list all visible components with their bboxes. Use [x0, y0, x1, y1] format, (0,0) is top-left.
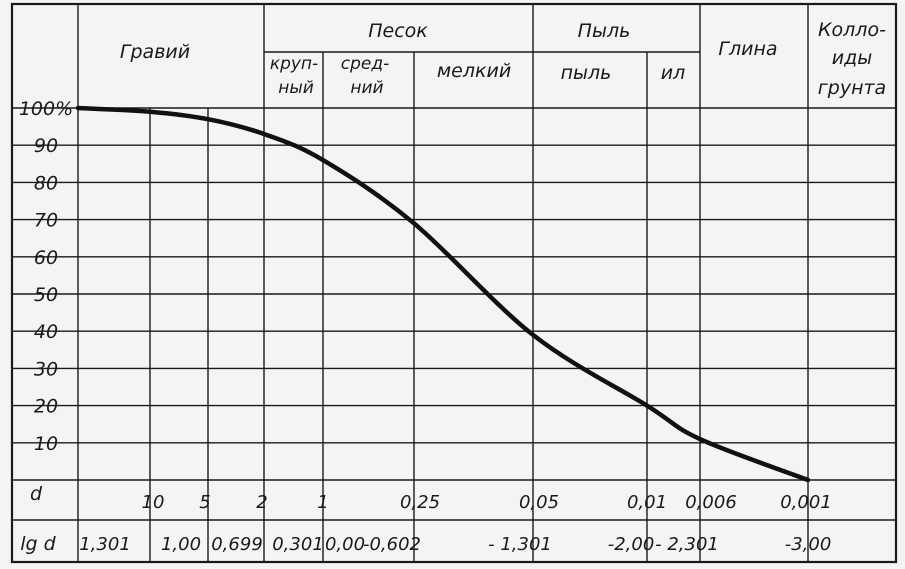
y-tick-label: 60: [34, 247, 58, 269]
y-tick-label: 20: [34, 396, 58, 418]
header-sand-coarse-line2: ный: [278, 78, 314, 98]
outer-frame: [10, 2, 898, 564]
y-tick-label: 80: [34, 172, 58, 194]
lgd-label: -0,602: [363, 534, 421, 555]
d-labels: 10 5 2 1 0,25 0,05 0,01 0,006 0,001: [142, 492, 832, 513]
d-label: 0,01: [627, 492, 667, 513]
header-sand-medium-line2: ний: [350, 78, 383, 98]
header-colloids-line1: Колло-: [818, 19, 886, 41]
y-tick-label: 100%: [19, 98, 73, 120]
row-label-d: d: [30, 483, 43, 505]
lgd-label: 0,699: [211, 534, 263, 555]
header-colloids-line2: иды: [832, 47, 873, 69]
lgd-label: 1,301: [79, 534, 131, 555]
header-dust: Пыль: [578, 20, 631, 42]
header-sand-coarse-line1: круп-: [270, 54, 318, 74]
grading-curve-group: [75, 105, 811, 483]
header-sand-medium-line1: сред-: [341, 54, 390, 74]
y-tick-label: 10: [34, 433, 58, 455]
lgd-label: 0,301: [272, 534, 324, 555]
header-colloids-line3: грунта: [818, 77, 886, 99]
lgd-label: 0,00: [325, 534, 365, 555]
lgd-label: 1,00: [161, 534, 201, 555]
grading-curve: [75, 105, 811, 483]
y-tick-label: 50: [34, 284, 58, 306]
y-tick-labels: 100% 90 80 70 60 50 40 30 20 10: [19, 98, 73, 455]
d-label: 1: [317, 492, 328, 513]
header-dust-dust: пыль: [561, 62, 612, 84]
d-label: 0,001: [780, 492, 832, 513]
grid-lines: [12, 4, 896, 562]
y-tick-label: 40: [34, 321, 58, 343]
lgd-label: - 1,301: [488, 534, 552, 555]
chart-frame: [10, 2, 898, 564]
header-clay: Глина: [718, 38, 777, 60]
header-sand-fine: мелкий: [437, 60, 511, 82]
d-label: 2: [256, 492, 267, 513]
lgd-label: -3,00: [785, 534, 832, 555]
y-tick-label: 90: [34, 135, 58, 157]
d-label: 0,006: [685, 492, 737, 513]
header-dust-silt: ил: [661, 62, 686, 84]
row-label-lgd: lg d: [20, 533, 56, 555]
d-label: 5: [199, 492, 210, 513]
d-label: 10: [142, 492, 165, 513]
y-tick-label: 30: [34, 358, 58, 380]
lgd-label: -2,00: [608, 534, 655, 555]
lgd-labels: 1,301 1,00 0,699 0,301 0,00-0,602 - 1,301 -2,0…: [79, 534, 831, 555]
y-tick-label: 70: [34, 210, 58, 232]
d-label: 0,05: [519, 492, 559, 513]
header-gravel: Гравий: [120, 41, 190, 63]
d-label: 0,25: [400, 492, 440, 513]
header-sand: Песок: [368, 20, 428, 42]
lgd-label: - 2,301: [655, 534, 719, 555]
